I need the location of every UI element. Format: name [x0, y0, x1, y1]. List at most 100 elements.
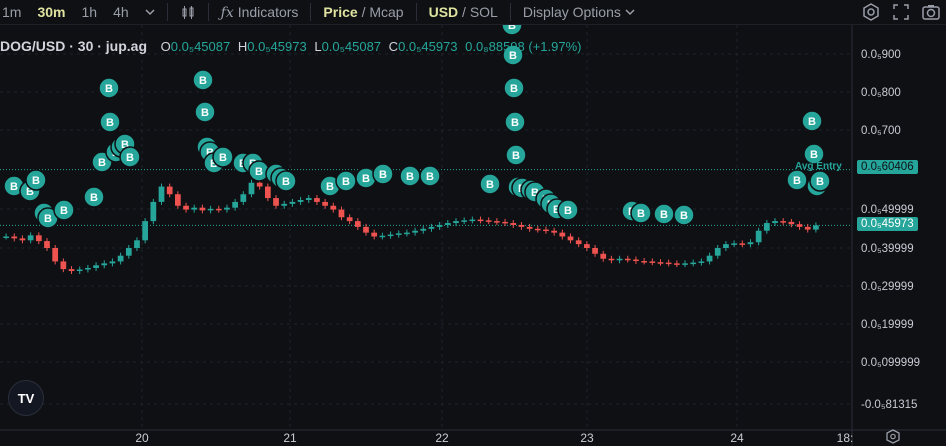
candle — [150, 201, 157, 222]
buy-marker[interactable]: B — [801, 110, 823, 132]
candle — [52, 248, 59, 262]
buy-marker[interactable]: B — [275, 170, 297, 192]
axis-settings-button[interactable] — [886, 429, 900, 444]
candle — [199, 207, 206, 211]
buy-marker[interactable]: B — [25, 169, 47, 191]
fullscreen-button[interactable] — [890, 2, 912, 22]
candle — [510, 223, 517, 225]
settings-button[interactable] — [860, 2, 882, 22]
buy-marker[interactable]: B — [355, 167, 377, 189]
divider — [207, 3, 209, 21]
candle — [101, 263, 108, 266]
candle — [624, 258, 631, 261]
buy-marker[interactable]: B — [502, 44, 524, 66]
time-axis-label: 20 — [135, 431, 149, 445]
interval-4h[interactable]: 4h — [113, 4, 129, 20]
buy-marker[interactable]: B — [119, 146, 141, 168]
buy-marker[interactable]: B — [557, 199, 579, 221]
candle — [93, 265, 99, 268]
tradingview-logo[interactable]: TV — [8, 380, 44, 416]
interval-1m[interactable]: 1m — [2, 4, 22, 20]
buy-marker[interactable]: B — [501, 25, 523, 36]
buy-marker[interactable]: B — [83, 186, 105, 208]
symbol-title: DOG/USD · 30 · jup.ag — [0, 38, 148, 54]
candle — [665, 262, 672, 265]
close-label: C — [388, 39, 399, 54]
buy-marker-circle — [372, 163, 394, 185]
buy-marker[interactable]: B — [503, 77, 525, 99]
price-mcap-toggle[interactable]: Price / Mcap — [315, 4, 411, 20]
candle — [134, 240, 140, 248]
buy-marker[interactable]: B — [194, 101, 216, 123]
interval-30m[interactable]: 30m — [37, 4, 66, 20]
interval-1h[interactable]: 1h — [81, 4, 98, 20]
indicators-button[interactable]: ƒx Indicators — [213, 4, 307, 21]
display-options-button[interactable]: Display Options — [515, 4, 643, 20]
chart-legend: DOG/USD · 30 · jup.ag O0.0₅45087 H0.0₅45… — [0, 38, 582, 54]
buy-marker[interactable]: B — [419, 165, 441, 187]
buy-marker-circle — [505, 144, 527, 166]
candle — [747, 242, 754, 245]
candle — [322, 201, 328, 206]
candle — [371, 232, 378, 237]
buy-marker-label: B — [426, 171, 434, 183]
candle — [698, 261, 705, 263]
candle — [559, 232, 566, 237]
screenshot-button[interactable] — [920, 2, 942, 22]
buy-marker[interactable]: B — [212, 146, 234, 168]
buy-marker[interactable]: B — [673, 204, 695, 226]
candle — [534, 228, 541, 231]
buy-marker[interactable]: B — [335, 170, 357, 192]
buy-marker[interactable]: B — [192, 69, 214, 91]
buy-marker[interactable]: B — [99, 111, 121, 133]
fx-icon: ƒx — [220, 4, 234, 21]
buy-marker[interactable]: B — [504, 111, 526, 133]
interval-dropdown[interactable] — [137, 4, 163, 20]
buy-marker[interactable]: B — [809, 170, 831, 192]
buy-marker[interactable]: B — [630, 202, 652, 224]
candle — [166, 186, 173, 195]
candle — [461, 220, 468, 222]
buy-marker[interactable]: B — [653, 203, 675, 225]
candle — [330, 205, 337, 210]
divider — [509, 3, 511, 21]
buy-marker-label: B — [508, 25, 516, 32]
buy-marker[interactable]: B — [803, 143, 825, 165]
buy-marker[interactable]: B — [399, 165, 421, 187]
buy-marker[interactable]: B — [372, 163, 394, 185]
buy-marker-label: B — [810, 149, 818, 161]
sol-option[interactable]: SOL — [469, 4, 498, 20]
buy-marker[interactable]: B — [37, 207, 59, 229]
buy-marker[interactable]: B — [786, 169, 808, 191]
price-option[interactable]: Price — [323, 4, 358, 20]
buy-marker[interactable]: B — [479, 173, 501, 195]
buy-marker-label: B — [511, 117, 519, 129]
candle — [649, 261, 656, 263]
candle — [723, 244, 729, 248]
slash: / — [462, 4, 466, 20]
buy-marker-label: B — [199, 75, 207, 87]
candle — [804, 226, 811, 230]
candle — [526, 226, 533, 229]
buy-marker[interactable]: B — [505, 144, 527, 166]
candle — [739, 243, 746, 245]
usd-option[interactable]: USD — [428, 4, 459, 20]
candle — [690, 262, 697, 265]
candle — [428, 226, 435, 229]
buy-marker-label: B — [406, 171, 414, 183]
chart-type-button[interactable] — [172, 3, 204, 20]
mcap-option[interactable]: Mcap — [369, 4, 404, 20]
buy-marker[interactable]: B — [98, 77, 120, 99]
gear-icon-center — [890, 433, 896, 440]
candle — [387, 234, 394, 237]
buy-marker[interactable]: B — [53, 199, 75, 221]
candle — [224, 207, 230, 210]
candle — [477, 219, 484, 222]
currency-toggle[interactable]: USD / SOL — [421, 4, 506, 20]
buy-marker-circle — [630, 202, 652, 224]
buy-marker-label: B — [282, 176, 290, 188]
toolbar-right-icons — [860, 2, 942, 22]
buy-marker-circle — [419, 165, 441, 187]
candle — [436, 224, 443, 227]
